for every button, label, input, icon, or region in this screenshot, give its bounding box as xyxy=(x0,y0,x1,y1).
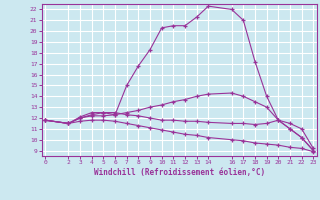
X-axis label: Windchill (Refroidissement éolien,°C): Windchill (Refroidissement éolien,°C) xyxy=(94,168,265,177)
